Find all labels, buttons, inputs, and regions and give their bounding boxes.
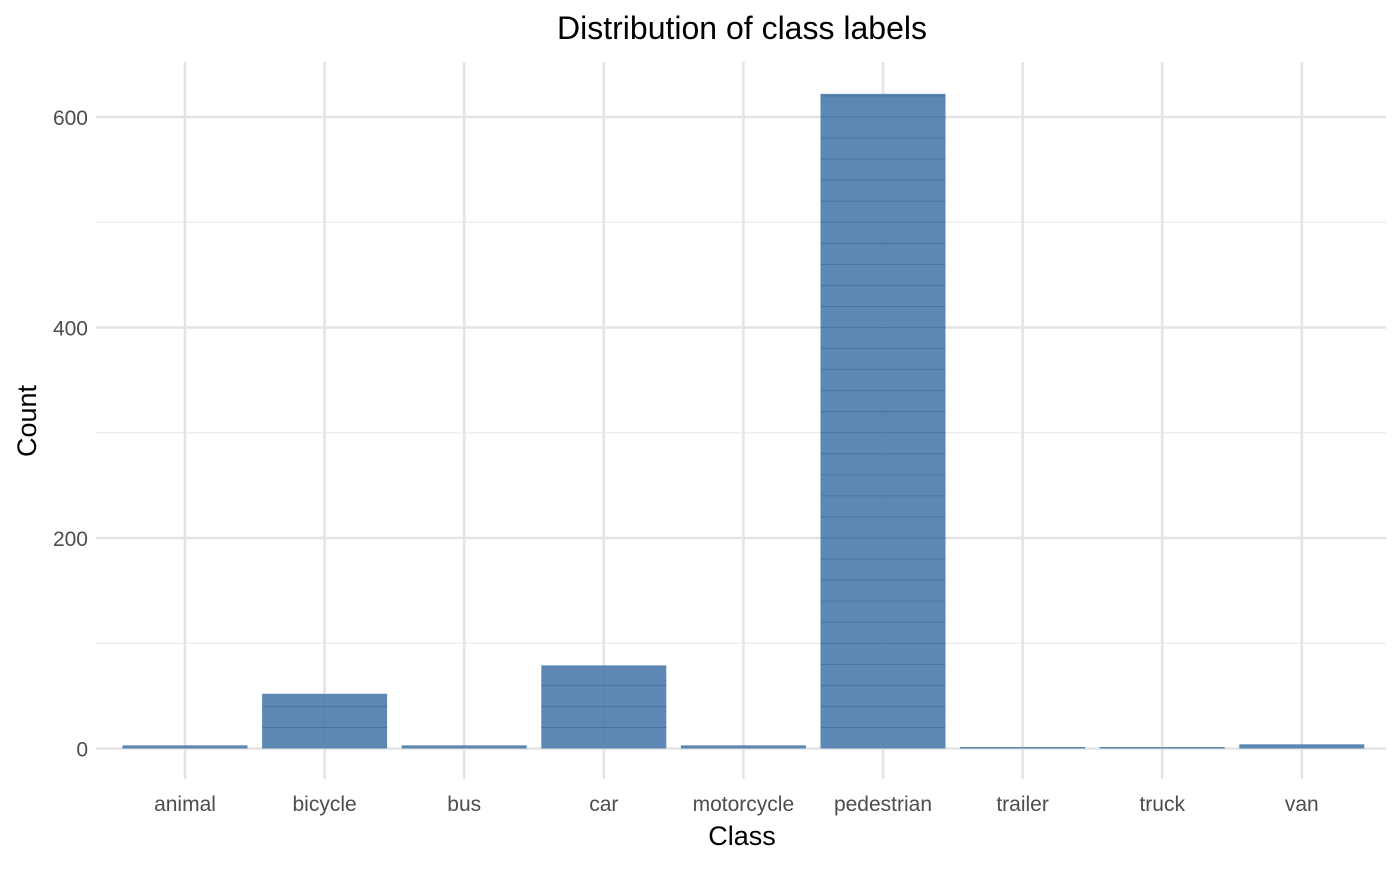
bar [680, 745, 806, 749]
x-tick-label: car [589, 793, 618, 816]
bar-trailer [960, 747, 1086, 749]
bar-truck [1099, 747, 1225, 749]
bars [122, 93, 1365, 749]
bar [122, 745, 248, 749]
x-tick-label: trailer [996, 793, 1049, 816]
x-tick-label: bicycle [292, 793, 356, 816]
bar [1099, 747, 1225, 749]
bar [262, 693, 388, 749]
bar-animal [122, 745, 248, 749]
bar-bus [401, 745, 527, 749]
bar-bicycle [262, 693, 388, 749]
bar [1239, 744, 1365, 749]
y-tick-label: 600 [53, 107, 88, 130]
chart-title: Distribution of class labels [557, 10, 927, 46]
y-tick-label: 200 [53, 528, 88, 551]
bar-van [1239, 744, 1365, 749]
x-tick-label: truck [1139, 793, 1185, 816]
x-tick-label: bus [447, 793, 481, 816]
y-axis-title: Count [12, 384, 42, 457]
x-axis-tick-labels: animal bicycle bus car motorcycle pedestrian t… [154, 793, 1319, 816]
x-axis-title: Class [708, 821, 776, 851]
bar [960, 747, 1086, 749]
bar-motorcycle [680, 745, 806, 749]
x-tick-label: van [1285, 793, 1319, 816]
y-axis-tick-labels: 0 200 400 600 [53, 107, 88, 762]
bar [401, 745, 527, 749]
bar-car [541, 665, 667, 749]
bar-pedestrian [820, 93, 946, 749]
bar [541, 665, 667, 749]
x-tick-label: animal [154, 793, 216, 816]
grid-lines [96, 62, 1386, 779]
x-tick-label: motorcycle [693, 793, 795, 816]
y-tick-label: 0 [76, 739, 88, 762]
y-tick-label: 400 [53, 318, 88, 341]
bar [820, 93, 946, 749]
x-tick-label: pedestrian [834, 793, 932, 816]
